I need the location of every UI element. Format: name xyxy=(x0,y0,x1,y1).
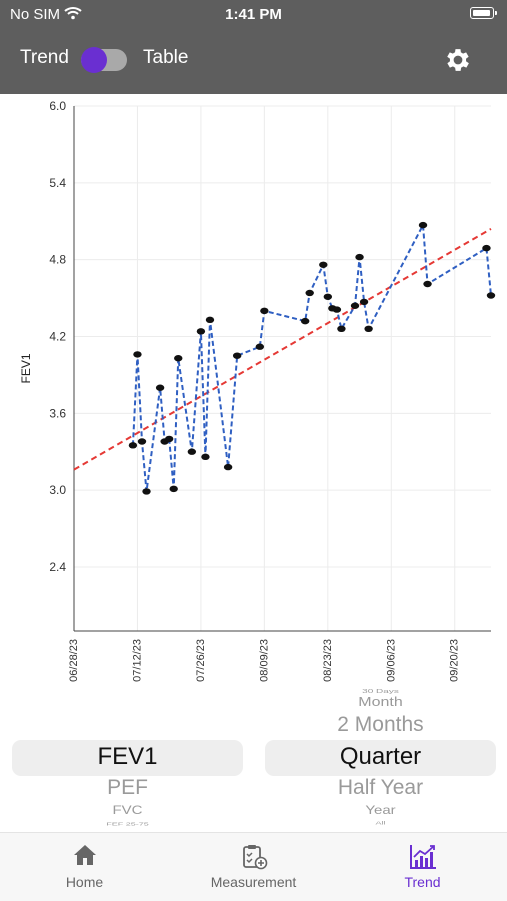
range-option-selected[interactable]: Quarter xyxy=(339,743,422,770)
clipboard-icon xyxy=(242,845,267,870)
x-tick-label: 09/20/23 xyxy=(449,639,461,682)
range-picker-highlight xyxy=(265,740,496,776)
data-point xyxy=(142,488,151,495)
tab-trend[interactable]: Trend xyxy=(338,833,507,901)
x-tick-label: 07/12/23 xyxy=(131,639,143,682)
fev1-trend-chart: 6.0 5.4 4.8 4.2 3.6 3.0 2.4 06/28/23 07/12/23 07/… xyxy=(19,99,496,682)
data-point xyxy=(319,261,328,268)
trend-line xyxy=(73,228,492,471)
trend-chart: 6.0 5.4 4.8 4.2 3.6 3.0 2.4 06/28/23 07/12/23 07/… xyxy=(0,94,507,694)
data-point xyxy=(359,298,369,306)
metric-option[interactable]: FVC xyxy=(112,803,143,818)
range-option[interactable]: Month xyxy=(358,695,403,710)
tab-measurement-label: Measurement xyxy=(210,874,297,890)
data-point xyxy=(260,307,269,315)
data-point xyxy=(205,316,215,324)
x-tick-label: 08/09/23 xyxy=(258,639,270,682)
data-point xyxy=(187,448,197,455)
data-point xyxy=(196,328,206,335)
data-point xyxy=(364,325,373,333)
range-picker[interactable]: 30 Days Month 2 Months Quarter Half Year… xyxy=(264,682,497,832)
tab-bar: Home Measurement Trend xyxy=(0,832,507,901)
metric-option-selected[interactable]: FEV1 xyxy=(97,743,158,770)
data-point xyxy=(350,302,360,309)
data-point xyxy=(332,306,342,313)
data-point xyxy=(223,463,233,471)
y-tick-label: 3.6 xyxy=(49,406,66,420)
clock-label: 1:41 PM xyxy=(225,6,282,23)
range-option[interactable]: 2 Months xyxy=(337,713,424,736)
y-tick-label: 4.2 xyxy=(49,329,66,343)
range-option[interactable]: All xyxy=(375,820,386,826)
range-option[interactable]: 30 Days xyxy=(362,688,399,695)
tab-home-label: Home xyxy=(65,874,104,890)
data-point xyxy=(418,221,428,229)
metric-picker-highlight xyxy=(12,740,243,776)
gear-icon[interactable] xyxy=(443,45,473,75)
table-toggle-label: Table xyxy=(143,47,189,68)
x-tick-label: 07/26/23 xyxy=(195,639,207,682)
metric-option[interactable]: FEF 25-75 xyxy=(106,821,149,827)
data-point xyxy=(323,293,333,300)
home-icon xyxy=(73,845,96,865)
status-bar: No SIM 1:41 PM xyxy=(0,0,507,30)
y-axis-label: FEV1 xyxy=(19,353,33,383)
fev1-series-line xyxy=(131,221,492,492)
app-header: No SIM 1:41 PM Trend Table xyxy=(0,0,507,94)
data-point xyxy=(255,343,265,350)
metric-picker[interactable]: FEV1 PEF FVC FEF 25-75 xyxy=(11,692,244,832)
x-tick-label: 09/06/23 xyxy=(385,639,397,682)
trend-table-switch[interactable] xyxy=(81,47,127,73)
trend-chart-icon xyxy=(409,845,436,869)
metric-option[interactable]: PEF xyxy=(107,776,148,799)
data-point xyxy=(155,384,165,391)
trend-toggle-label: Trend xyxy=(20,47,69,68)
x-tick-label: 08/23/23 xyxy=(322,639,334,682)
data-point xyxy=(128,442,138,449)
range-option[interactable]: Year xyxy=(365,803,396,818)
wifi-icon xyxy=(64,7,82,20)
battery-icon xyxy=(470,7,497,19)
data-point xyxy=(300,317,310,325)
y-tick-label: 6.0 xyxy=(49,99,66,113)
carrier-label: No SIM xyxy=(10,6,61,23)
data-point xyxy=(137,438,147,445)
y-tick-label: 4.8 xyxy=(49,253,66,267)
tab-trend-label: Trend xyxy=(404,874,441,890)
data-point xyxy=(337,325,346,333)
tab-measurement[interactable]: Measurement xyxy=(169,833,338,901)
y-tick-label: 3.0 xyxy=(49,483,66,497)
range-option[interactable]: Half Year xyxy=(337,776,424,799)
data-point xyxy=(174,355,183,362)
data-point xyxy=(169,485,178,493)
switch-knob xyxy=(81,47,107,73)
x-tick-label: 06/28/23 xyxy=(68,639,80,682)
data-point xyxy=(133,351,142,358)
y-tick-label: 5.4 xyxy=(49,176,66,190)
data-point xyxy=(355,253,364,261)
data-point xyxy=(305,289,314,297)
tab-home[interactable]: Home xyxy=(0,833,169,901)
data-point xyxy=(482,244,491,252)
data-point xyxy=(232,352,242,359)
data-point xyxy=(486,292,496,299)
data-point xyxy=(201,453,210,461)
data-point xyxy=(164,435,174,443)
data-point xyxy=(423,280,432,288)
y-tick-label: 2.4 xyxy=(49,560,66,574)
